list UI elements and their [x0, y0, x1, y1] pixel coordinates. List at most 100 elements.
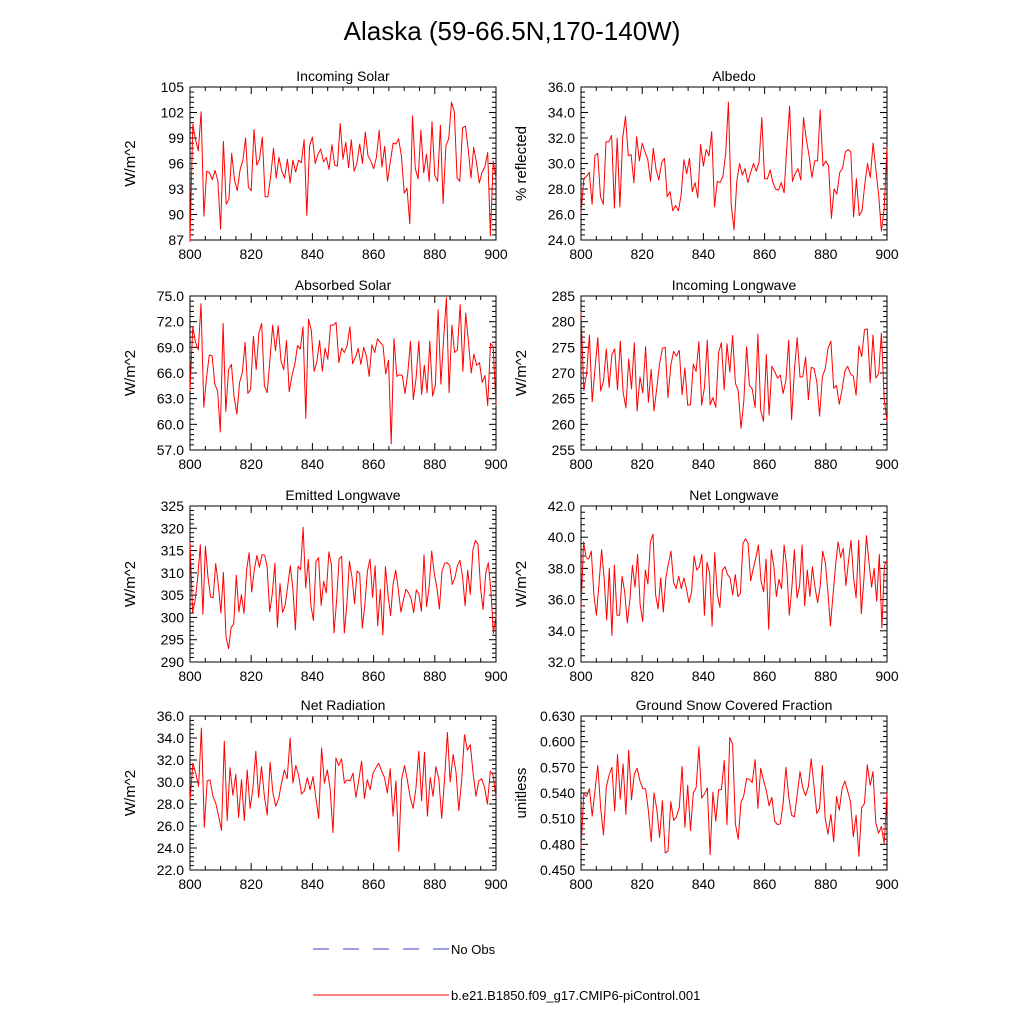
x-tick-label: 820	[631, 876, 655, 892]
chart-panel: Absorbed Solar W/m^2 57.0 60.0 63.0 66.0 69.0 7…	[122, 277, 508, 472]
panel-title: Albedo	[712, 68, 756, 84]
series-line	[189, 526, 497, 650]
x-tick-label: 860	[362, 876, 386, 892]
y-tick-label: 315	[161, 543, 185, 559]
y-tick-label: 0.570	[540, 759, 575, 775]
y-tick-label: 22.0	[157, 862, 184, 878]
x-tick-label: 880	[814, 668, 838, 684]
panel-title: Incoming Solar	[296, 68, 390, 84]
x-tick-label: 840	[692, 876, 716, 892]
y-tick-label: 26.0	[157, 818, 184, 834]
y-tick-label: 34.0	[548, 623, 575, 639]
y-tick-label: 34.0	[157, 730, 184, 746]
x-tick-label: 900	[875, 876, 899, 892]
series-line	[580, 311, 888, 429]
x-tick-label: 800	[178, 876, 202, 892]
y-tick-label: 105	[161, 79, 185, 95]
panel-title: Emitted Longwave	[285, 487, 400, 503]
y-tick-label: 24.0	[157, 840, 184, 856]
legend: No Obs b.e21.B1850.f09_g17.CMIP6-piContr…	[313, 942, 700, 1003]
y-tick-label: 24.0	[548, 232, 575, 248]
y-tick-label: 87	[168, 232, 184, 248]
x-tick-label: 800	[178, 668, 202, 684]
x-tick-label: 860	[753, 668, 777, 684]
y-tick-label: 40.0	[548, 529, 575, 545]
y-tick-label: 300	[161, 609, 185, 625]
x-tick-label: 800	[178, 246, 202, 262]
y-tick-label: 38.0	[548, 560, 575, 576]
x-tick-label: 840	[692, 456, 716, 472]
y-axis-label: W/m^2	[122, 561, 139, 607]
x-tick-label: 880	[423, 668, 447, 684]
x-tick-label: 880	[814, 876, 838, 892]
x-tick-label: 900	[875, 668, 899, 684]
x-tick-label: 820	[240, 876, 264, 892]
x-tick-label: 880	[814, 456, 838, 472]
y-axis-label: % reflected	[513, 126, 530, 201]
x-tick-label: 860	[753, 456, 777, 472]
y-tick-label: 290	[161, 654, 185, 670]
x-tick-label: 840	[301, 246, 325, 262]
y-tick-label: 285	[552, 288, 576, 304]
chart-panel: Incoming Solar W/m^2 87 90 93 96 99 102 105 800 82…	[122, 68, 508, 262]
y-tick-label: 28.0	[548, 181, 575, 197]
y-tick-label: 36.0	[548, 79, 575, 95]
y-tick-label: 265	[552, 391, 576, 407]
series-line	[580, 101, 888, 232]
chart-panel: Incoming Longwave W/m^2 255 260 265 270 275 280…	[513, 277, 899, 472]
x-tick-label: 800	[569, 668, 593, 684]
y-tick-label: 30.0	[157, 774, 184, 790]
x-tick-label: 820	[240, 246, 264, 262]
y-tick-label: 96	[168, 156, 184, 172]
y-tick-label: 32.0	[548, 654, 575, 670]
y-tick-label: 93	[168, 181, 184, 197]
y-tick-label: 57.0	[157, 442, 184, 458]
chart-panel: Net Radiation W/m^2 22.0 24.0 26.0 28.0 30.0 32…	[122, 697, 508, 892]
x-tick-label: 820	[631, 456, 655, 472]
x-tick-label: 880	[423, 876, 447, 892]
series-line	[189, 297, 497, 445]
y-tick-label: 0.480	[540, 836, 575, 852]
series-line	[189, 727, 497, 852]
legend-obs-label: No Obs	[451, 942, 496, 957]
x-tick-label: 860	[362, 246, 386, 262]
plot-frame	[580, 295, 888, 451]
plot-frame	[580, 86, 888, 241]
x-tick-label: 900	[484, 876, 508, 892]
plot-frame	[189, 715, 497, 871]
x-tick-label: 900	[875, 456, 899, 472]
y-tick-label: 0.540	[540, 785, 575, 801]
y-tick-label: 0.600	[540, 734, 575, 750]
y-tick-label: 255	[552, 442, 576, 458]
y-tick-label: 0.450	[540, 862, 575, 878]
chart-panel: Ground Snow Covered Fraction unitless 0.45…	[513, 697, 899, 892]
x-tick-label: 880	[814, 246, 838, 262]
x-tick-label: 840	[301, 456, 325, 472]
y-tick-label: 102	[161, 105, 185, 121]
y-tick-label: 0.630	[540, 708, 575, 724]
x-tick-label: 820	[240, 668, 264, 684]
chart-panel: Emitted Longwave W/m^2 290 295 300 305 310 315 3…	[122, 487, 508, 684]
y-tick-label: 72.0	[157, 314, 184, 330]
y-axis-label: W/m^2	[513, 561, 530, 607]
x-tick-label: 860	[362, 668, 386, 684]
y-tick-label: 275	[552, 339, 576, 355]
series-line	[189, 101, 497, 242]
y-tick-label: 325	[161, 498, 185, 514]
y-tick-label: 270	[552, 365, 576, 381]
panels-group: Incoming Solar W/m^2 87 90 93 96 99 102 105 800 82…	[122, 68, 899, 892]
panel-title: Absorbed Solar	[295, 277, 392, 293]
y-axis-label: W/m^2	[513, 350, 530, 396]
y-tick-label: 32.0	[157, 752, 184, 768]
y-tick-label: 260	[552, 416, 576, 432]
y-tick-label: 69.0	[157, 339, 184, 355]
legend-model-label: b.e21.B1850.f09_g17.CMIP6-piControl.001	[451, 988, 700, 1003]
x-tick-label: 860	[362, 456, 386, 472]
y-tick-label: 42.0	[548, 498, 575, 514]
chart-panel: Albedo % reflected 24.0 26.0 28.0 30.0 32.0 34.…	[513, 68, 899, 262]
y-tick-label: 99	[168, 130, 184, 146]
x-tick-label: 860	[753, 876, 777, 892]
y-tick-label: 26.0	[548, 207, 575, 223]
y-tick-label: 34.0	[548, 105, 575, 121]
x-tick-label: 900	[484, 668, 508, 684]
